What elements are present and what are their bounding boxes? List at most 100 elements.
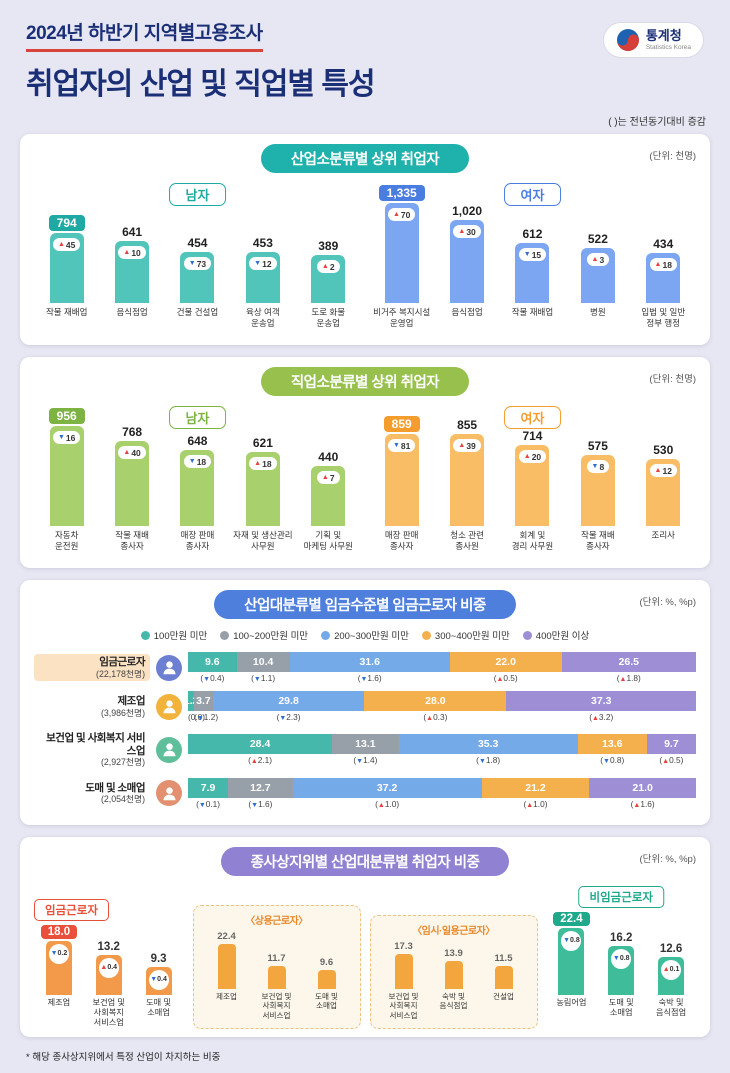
up-arrow-icon: ▲ xyxy=(591,715,599,722)
bar-segment: 22.0 xyxy=(449,652,562,672)
stacked-bar: 7.9 12.7 37.2 21.2 21.0 (▼0.1) (▼1.6) (▲1.0) (▲1… xyxy=(188,777,696,809)
change-badge: ▼ 18 xyxy=(183,455,212,468)
row-label: 보건업 및 사회복지 서비스업 (2,927천명) xyxy=(34,730,150,770)
nonwage-worker-tag: 비임금근로자 xyxy=(578,885,664,908)
segment-value: 21.2 xyxy=(525,781,546,794)
segment-value: 28.0 xyxy=(425,695,446,707)
bar-track: 9.6 10.4 31.6 22.0 26.5 xyxy=(188,652,696,672)
bar-label: 자동차 운전원 xyxy=(54,530,79,551)
segment-change: (▼1.4) xyxy=(353,755,378,766)
change-badge: ▼ 12 xyxy=(249,257,277,270)
segment-change: (▲1.8) xyxy=(616,673,641,683)
change-value: 20 xyxy=(531,451,542,462)
bar-label: 도매 및 소매업 xyxy=(608,997,634,1017)
bar-segment: 37.2 xyxy=(292,777,482,798)
wage-worker-cluster: 임금근로자 18.0 ▼ 0.2 제조업 13.2 ▲ 0.4 보건업 및 사회복지 서비스업… xyxy=(34,898,184,1029)
taegeuk-icon xyxy=(616,28,640,52)
bar-value: 575 xyxy=(587,439,608,453)
bar-item: 12.6 ▲ 0.1 숙박 및 음식점업 xyxy=(647,943,695,1029)
regular-worker-box: 〈상용근로자〉 22.4 제조업 11.7 보건업 및 사회복지 서비스업 9.6 도매 … xyxy=(192,904,361,1029)
bar-label: 작물 재배업 xyxy=(511,307,554,317)
bar-segment: 9.7 xyxy=(646,734,696,755)
bar-label: 보건업 및 사회복지 서비스업 xyxy=(261,991,292,1020)
bar-label: 건물 건설업 xyxy=(176,307,219,317)
bar-label: 숙박 및 음식점업 xyxy=(655,997,687,1017)
bar-track: 28.4 13.1 35.3 13.6 9.7 xyxy=(188,734,696,755)
down-arrow-icon: ▼ xyxy=(150,976,158,984)
gender-label: 남자 xyxy=(168,406,227,429)
up-arrow-icon: ▲ xyxy=(123,249,131,256)
up-arrow-icon: ▲ xyxy=(633,801,641,809)
change-value: 0.8 xyxy=(619,955,630,963)
bar-segment: 21.0 xyxy=(589,777,696,798)
bar-value: 11.7 xyxy=(267,952,286,964)
bar-value: 648 xyxy=(187,434,208,448)
bar-label: 청소 관련 종사원 xyxy=(450,530,484,551)
wage-worker-bars: 18.0 ▼ 0.2 제조업 13.2 ▲ 0.4 보건업 및 사회복지 서비스업 9.3 ▼ 0.… xyxy=(34,924,184,1029)
segment-value: 37.3 xyxy=(591,695,612,707)
bar-item: 18.0 ▼ 0.2 제조업 xyxy=(35,924,83,1029)
temporary-worker-title: 〈임시·일용근로자〉 xyxy=(412,925,495,937)
segment-value: 28.4 xyxy=(249,738,271,751)
up-arrow-icon: ▲ xyxy=(377,801,385,809)
down-arrow-icon: ▼ xyxy=(50,950,58,958)
bar-label: 보건업 및 사회복지 서비스업 xyxy=(92,997,125,1028)
segment-value: 12.7 xyxy=(250,781,271,794)
bar-segment: 3.7 xyxy=(194,691,213,711)
change-value: 12 xyxy=(262,258,272,269)
change-badge: ▲ 0.4 xyxy=(98,957,119,978)
bar-segment: 13.1 xyxy=(332,734,399,755)
legend-label: 300~400만원 미만 xyxy=(434,631,510,642)
change-value: 0.4 xyxy=(107,964,118,972)
bar-item: 11.5 건설업 xyxy=(479,953,529,1022)
bar-item: 621 ▲ 18 자재 및 생산관리 사무원 xyxy=(231,406,295,560)
bar-value: 13.2 xyxy=(97,940,120,953)
change-badge: ▼ 0.4 xyxy=(148,969,169,990)
bar-value: 18.0 xyxy=(40,924,78,939)
gender-label: 여자 xyxy=(503,406,562,429)
up-arrow-icon: ▲ xyxy=(321,263,329,270)
logo-english: Statistics Korea xyxy=(645,43,691,51)
bar-value: 13.9 xyxy=(444,947,463,959)
section-title-badge: 직업소분류별 상위 취업자 xyxy=(260,367,470,396)
segment-change: (▼1.1) xyxy=(251,673,276,683)
change-badge: ▼ 0.8 xyxy=(611,948,632,969)
change-badge: ▲ 45 xyxy=(52,238,81,251)
segment-value: 29.8 xyxy=(278,695,299,707)
change-badge: ▼ 0.8 xyxy=(561,930,582,951)
person-icon xyxy=(156,780,182,807)
bar-value: 22.4 xyxy=(553,911,590,926)
stacked-bar-rows: 임금근로자 (22,178천명) 9.6 10.4 31.6 22.0 26.5 (▼0.4)… xyxy=(34,652,696,809)
wage-bracket-legend: 100만원 미만 100~200만원 미만 200~300만원 미만 300~400만… xyxy=(34,628,696,642)
down-arrow-icon: ▼ xyxy=(196,715,204,722)
change-value: 3 xyxy=(599,254,605,265)
segment-change: (▼0.4) xyxy=(200,673,225,683)
bar-value: 22.4 xyxy=(217,930,236,942)
change-badge: ▲ 7 xyxy=(316,471,340,484)
up-arrow-icon: ▲ xyxy=(654,261,662,268)
section-title-badge: 종사상지위별 산업대분류별 취업자 비중 xyxy=(220,846,510,876)
bar-value: 768 xyxy=(122,425,143,439)
up-arrow-icon: ▲ xyxy=(591,256,599,263)
change-value: 18 xyxy=(196,456,207,467)
change-value: 70 xyxy=(400,209,411,220)
bar-label: 농림어업 xyxy=(556,997,587,1007)
segment-value: 9.6 xyxy=(205,656,220,668)
bar-segment: 37.3 xyxy=(506,691,696,711)
bar-value: 9.3 xyxy=(150,952,167,965)
up-arrow-icon: ▲ xyxy=(526,801,534,809)
bar: ▼ 15 xyxy=(515,243,550,303)
row-count: (3,986천명) xyxy=(100,707,145,718)
row-name: 보건업 및 사회복지 서비스업 xyxy=(46,732,145,757)
bar-label: 숙박 및 음식점업 xyxy=(439,991,468,1011)
down-arrow-icon: ▼ xyxy=(392,442,400,449)
change-badge: ▲ 18 xyxy=(249,457,277,470)
bar-segment: 13.6 xyxy=(577,734,647,755)
change-badge: ▲ 40 xyxy=(118,446,146,459)
footnote: * 해당 종사상지위에서 특정 산업이 차지하는 비중 xyxy=(26,1051,221,1063)
up-arrow-icon: ▲ xyxy=(100,964,108,972)
change-value: 2 xyxy=(329,261,335,272)
bar-label: 작물 재배 종사자 xyxy=(115,530,149,551)
segment-value: 13.1 xyxy=(355,738,376,751)
section-title-badge: 산업소분류별 상위 취업자 xyxy=(260,144,470,173)
